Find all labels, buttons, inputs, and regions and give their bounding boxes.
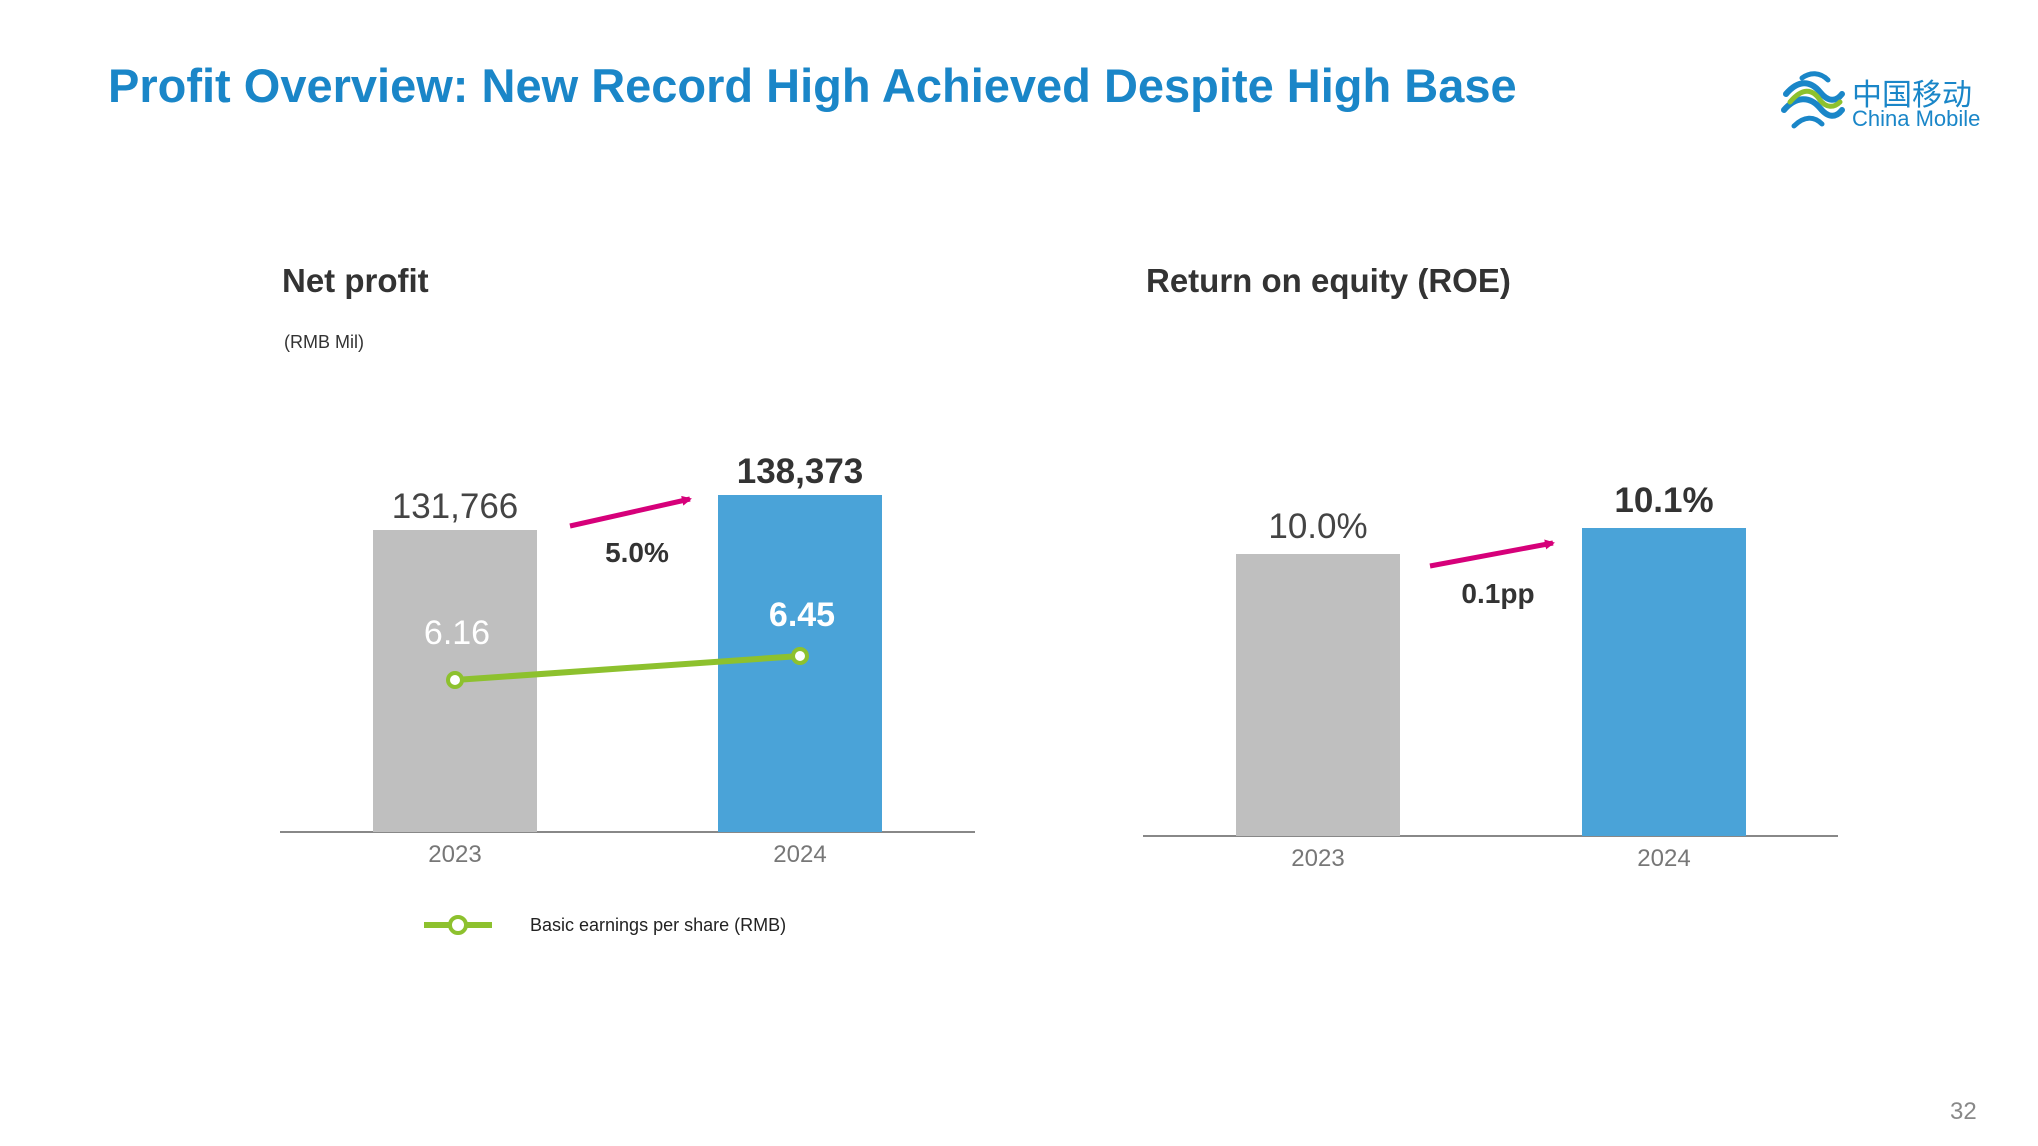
net-profit-chart: 131,766 138,373 2023 2024 5.0% 6.16 6.45 xyxy=(280,452,975,868)
roe-category-2024: 2024 xyxy=(1637,845,1690,872)
eps-legend-label: Basic earnings per share (RMB) xyxy=(530,914,787,935)
eps-point-2024 xyxy=(791,647,809,665)
net-profit-category-2024: 2024 xyxy=(773,841,826,868)
eps-value-label-2024: 6.45 xyxy=(769,596,835,634)
roe-growth-arrow xyxy=(1429,539,1555,569)
net-profit-growth-label: 5.0% xyxy=(605,537,669,568)
roe-growth-label: 0.1pp xyxy=(1461,578,1534,609)
eps-legend-marker-icon xyxy=(424,915,492,935)
china-mobile-logo-icon xyxy=(1781,71,1845,129)
china-mobile-logo: 中国移动 China Mobile xyxy=(1780,66,2000,138)
eps-line xyxy=(454,653,801,683)
roe-value-label-2023: 10.0% xyxy=(1268,507,1367,546)
net-profit-title: Net profit xyxy=(282,262,429,299)
logo-chinese-text: 中国移动 xyxy=(1852,78,1972,113)
net-profit-value-label-2023: 131,766 xyxy=(392,487,519,526)
eps-value-label-2023: 6.16 xyxy=(424,614,490,652)
roe-title: Return on equity (ROE) xyxy=(1146,262,1511,299)
slide-title: Profit Overview: New Record High Achieve… xyxy=(108,59,1517,112)
eps-point-2023 xyxy=(446,671,464,689)
net-profit-unit: (RMB Mil) xyxy=(284,332,364,352)
roe-bar-2024 xyxy=(1582,528,1746,836)
roe-bar-2023 xyxy=(1236,554,1400,836)
roe-category-2023: 2023 xyxy=(1291,845,1344,872)
net-profit-category-2023: 2023 xyxy=(428,841,481,868)
logo-english-text: China Mobile xyxy=(1852,106,1981,131)
page-number: 32 xyxy=(1950,1098,1977,1125)
net-profit-growth-arrow xyxy=(569,495,692,529)
net-profit-legend: Basic earnings per share (RMB) xyxy=(422,910,786,940)
roe-chart: 10.0% 10.1% 2023 2024 0.1pp xyxy=(1143,481,1838,872)
roe-value-label-2024: 10.1% xyxy=(1614,481,1713,520)
net-profit-value-label-2024: 138,373 xyxy=(737,452,864,491)
